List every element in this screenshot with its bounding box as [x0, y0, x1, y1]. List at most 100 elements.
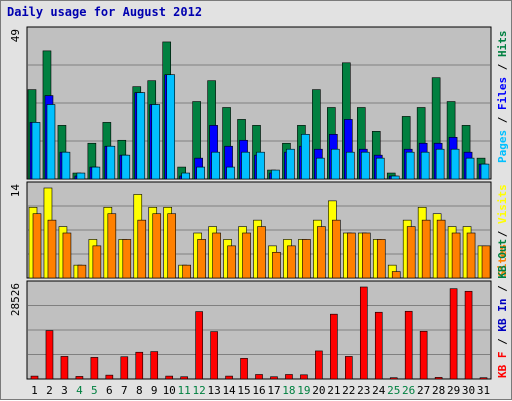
pages-bar — [151, 104, 161, 180]
sites-bar — [391, 271, 401, 279]
sites-bar — [406, 226, 416, 279]
legend-entry: KB Out — [496, 239, 509, 279]
sites-bar — [361, 232, 371, 279]
kb-f-bar — [359, 286, 368, 380]
kb-f-bar — [255, 374, 263, 380]
pages-bar — [435, 148, 445, 180]
sites-bar — [272, 251, 281, 279]
sites-bar — [421, 219, 431, 279]
pages-bar — [181, 172, 190, 180]
x-tick-label: 10 — [163, 384, 176, 397]
x-tick-label: 24 — [372, 384, 386, 397]
legend-entry: Visits — [496, 184, 509, 224]
x-tick-label: 15 — [237, 384, 250, 397]
sites-bar — [227, 245, 236, 279]
kb-f-bar — [300, 374, 308, 380]
x-tick-label: 2 — [46, 384, 53, 397]
pages-bar — [91, 166, 101, 180]
sites-bar — [317, 226, 326, 279]
sites-bar — [332, 219, 341, 279]
x-tick-label: 18 — [282, 384, 295, 397]
x-tick-label: 13 — [207, 384, 220, 397]
kb-f-bar — [105, 374, 114, 380]
kb-f-bar — [315, 350, 323, 380]
x-tick-label: 19 — [297, 384, 310, 397]
pages-bar — [136, 92, 146, 180]
pages-bar — [331, 148, 340, 180]
sites-bar — [302, 239, 311, 279]
kb-f-bar — [389, 377, 398, 380]
x-tick-label: 21 — [327, 384, 340, 397]
legend-entry: Hits — [496, 31, 509, 58]
pages-bar — [286, 148, 295, 180]
x-tick-label: 4 — [76, 384, 83, 397]
x-tick-label: 5 — [91, 384, 98, 397]
legend-entry: / — [496, 110, 509, 130]
kb-f-bar — [195, 311, 203, 380]
x-tick-label: 25 — [387, 384, 400, 397]
x-tick-label: 16 — [252, 384, 265, 397]
x-tick-label: 30 — [462, 384, 475, 397]
kb-f-bar — [285, 374, 293, 380]
pages-bar — [316, 157, 325, 180]
sites-bar — [197, 239, 206, 279]
sites-bar — [257, 226, 266, 279]
x-tick-label: 1 — [31, 384, 38, 397]
sites-bar — [481, 245, 491, 279]
kb-f-bar — [419, 330, 428, 380]
pages-bar — [166, 74, 176, 180]
pages-bar — [241, 151, 250, 180]
x-tick-label: 6 — [106, 384, 113, 397]
pages-bar — [196, 166, 205, 180]
x-tick-label: 22 — [342, 384, 355, 397]
kb-f-bar — [434, 377, 443, 380]
kb-f-bar — [225, 375, 233, 380]
pages-bar — [271, 169, 280, 180]
kb-f-bar — [180, 376, 188, 380]
sites-bar — [287, 245, 296, 279]
legend-kb: KB F / KB In / KB Out — [496, 239, 509, 378]
pages-bar — [226, 166, 235, 180]
x-tick-label: 23 — [357, 384, 370, 397]
legend-sites-visits: Sites / Visits — [496, 184, 509, 277]
sites-bar — [242, 232, 251, 279]
legend-entry: KB F — [496, 352, 509, 379]
pages-bar — [465, 157, 475, 180]
sites-bar — [62, 232, 72, 279]
x-tick-label: 12 — [193, 384, 206, 397]
x-tick-label: 3 — [61, 384, 68, 397]
kb-f-bar — [404, 310, 413, 380]
sites-bar — [122, 239, 132, 279]
kb-f-bar — [479, 377, 488, 380]
panel-1-max-tick: 49 — [9, 29, 22, 42]
pages-bar — [375, 157, 385, 180]
panel-3-max-tick: 28526 — [9, 283, 22, 316]
sites-bar — [32, 213, 42, 279]
pages-bar — [360, 151, 370, 180]
kb-f-bar — [120, 356, 129, 380]
legend-entry: / — [496, 279, 509, 299]
kb-f-bar — [60, 356, 69, 380]
x-tick-label: 31 — [477, 384, 490, 397]
sites-bar — [47, 219, 57, 279]
sites-bar — [77, 264, 87, 279]
pages-bar — [121, 154, 131, 180]
sites-bar — [436, 219, 446, 279]
x-tick-label: 14 — [222, 384, 236, 397]
legend-entry: Files — [496, 77, 509, 110]
x-tick-label: 11 — [178, 384, 191, 397]
legend-entry: KB In — [496, 299, 509, 332]
kb-f-bar — [30, 375, 39, 380]
kb-f-bar — [75, 376, 84, 380]
x-tick-label: 26 — [402, 384, 415, 397]
sites-bar — [92, 245, 102, 279]
kb-f-bar — [345, 356, 353, 380]
kb-f-bar — [150, 351, 159, 380]
legend-entry: / — [496, 332, 509, 352]
sites-bar — [347, 232, 356, 279]
pages-bar — [420, 151, 430, 180]
kb-f-bar — [90, 357, 99, 380]
sites-bar — [137, 219, 147, 279]
kb-f-bar — [210, 331, 218, 380]
